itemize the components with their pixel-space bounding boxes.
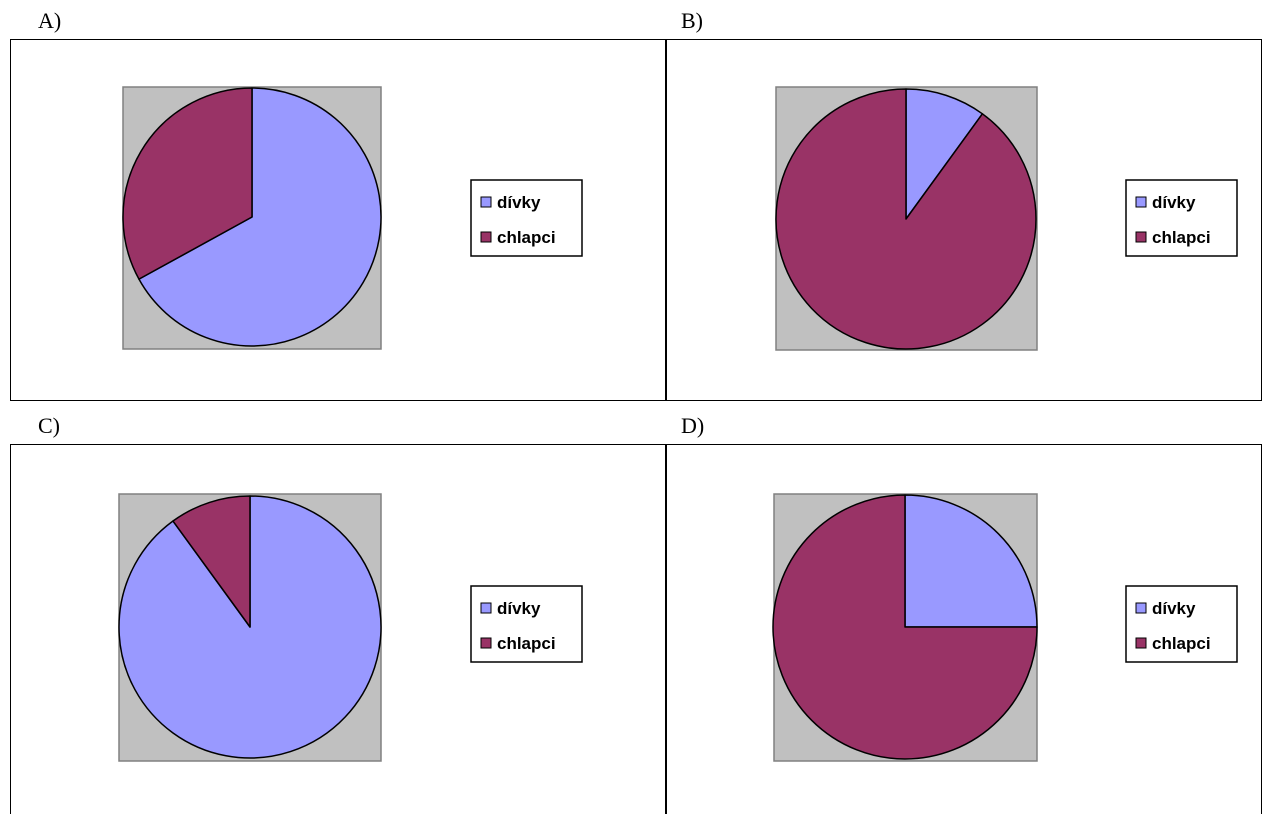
- pie-chart-b: dívky chlapci: [775, 86, 1238, 351]
- pie-slice-divky: [904, 494, 1038, 628]
- pie-chart-a: dívky chlapci: [122, 86, 583, 350]
- panel-frame-a: [10, 39, 667, 401]
- panel-frame-c: [10, 444, 667, 814]
- legend: dívky chlapci: [1125, 585, 1238, 663]
- legend-swatch-divky: [480, 602, 492, 614]
- panel-frame-b: [665, 39, 1262, 401]
- pie-slice-chlapci: [775, 88, 1037, 350]
- pie-slice-divky: [905, 88, 984, 220]
- legend-label-divky: dívky: [497, 193, 541, 212]
- legend-swatch-divky: [1135, 196, 1147, 208]
- legend-label-chlapci: chlapci: [497, 634, 556, 653]
- legend-label-divky: dívky: [497, 599, 541, 618]
- legend-swatch-chlapci: [480, 231, 492, 243]
- legend-box: [1125, 179, 1238, 257]
- pie-slice-chlapci: [122, 87, 253, 280]
- legend-box: [1125, 585, 1238, 663]
- panel-label-a: A): [38, 8, 62, 33]
- legend-box: [470, 179, 583, 257]
- panel-frame-d: [665, 444, 1262, 814]
- legend: dívky chlapci: [1125, 179, 1238, 257]
- legend: dívky chlapci: [470, 585, 583, 663]
- legend-swatch-divky: [1135, 602, 1147, 614]
- pie-chart-c: dívky chlapci: [118, 493, 583, 762]
- legend-box: [470, 585, 583, 663]
- legend-label-divky: dívky: [1152, 193, 1196, 212]
- legend-label-chlapci: chlapci: [497, 228, 556, 247]
- panel-label-d: D): [681, 413, 705, 438]
- legend-swatch-divky: [480, 196, 492, 208]
- panel-label-b: B): [681, 8, 703, 33]
- panel-label-c: C): [38, 413, 60, 438]
- legend: dívky chlapci: [470, 179, 583, 257]
- pie-slice-divky: [138, 87, 382, 347]
- pie-chart-d: dívky chlapci: [772, 493, 1238, 762]
- legend-swatch-chlapci: [1135, 637, 1147, 649]
- legend-label-chlapci: chlapci: [1152, 228, 1211, 247]
- legend-label-divky: dívky: [1152, 599, 1196, 618]
- pie-slice-chlapci: [772, 494, 1038, 760]
- legend-swatch-chlapci: [480, 637, 492, 649]
- legend-label-chlapci: chlapci: [1152, 634, 1211, 653]
- pie-slice-chlapci: [172, 495, 251, 628]
- legend-swatch-chlapci: [1135, 231, 1147, 243]
